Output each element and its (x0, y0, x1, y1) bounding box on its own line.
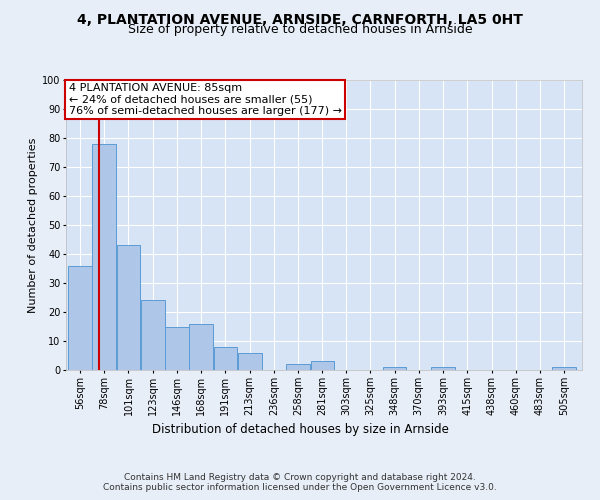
Bar (238, 352, 262, 370)
Bar (383, 367, 406, 370)
Bar (68, 266, 92, 370)
Bar (431, 367, 455, 370)
Bar (214, 347, 237, 370)
Bar (166, 326, 188, 370)
Text: Distribution of detached houses by size in Arnside: Distribution of detached houses by size … (152, 422, 448, 436)
Bar (311, 362, 334, 370)
Text: Contains HM Land Registry data © Crown copyright and database right 2024.: Contains HM Land Registry data © Crown c… (124, 472, 476, 482)
Text: Contains public sector information licensed under the Open Government Licence v3: Contains public sector information licen… (103, 482, 497, 492)
Bar (92, 144, 116, 370)
Text: 4 PLANTATION AVENUE: 85sqm
← 24% of detached houses are smaller (55)
76% of semi: 4 PLANTATION AVENUE: 85sqm ← 24% of deta… (68, 83, 341, 116)
Bar (189, 324, 214, 370)
Bar (140, 300, 165, 370)
Bar (552, 367, 577, 370)
Text: 4, PLANTATION AVENUE, ARNSIDE, CARNFORTH, LA5 0HT: 4, PLANTATION AVENUE, ARNSIDE, CARNFORTH… (77, 12, 523, 26)
Bar (286, 364, 310, 370)
Text: Size of property relative to detached houses in Arnside: Size of property relative to detached ho… (128, 22, 472, 36)
Bar (117, 246, 140, 370)
Y-axis label: Number of detached properties: Number of detached properties (28, 138, 38, 312)
